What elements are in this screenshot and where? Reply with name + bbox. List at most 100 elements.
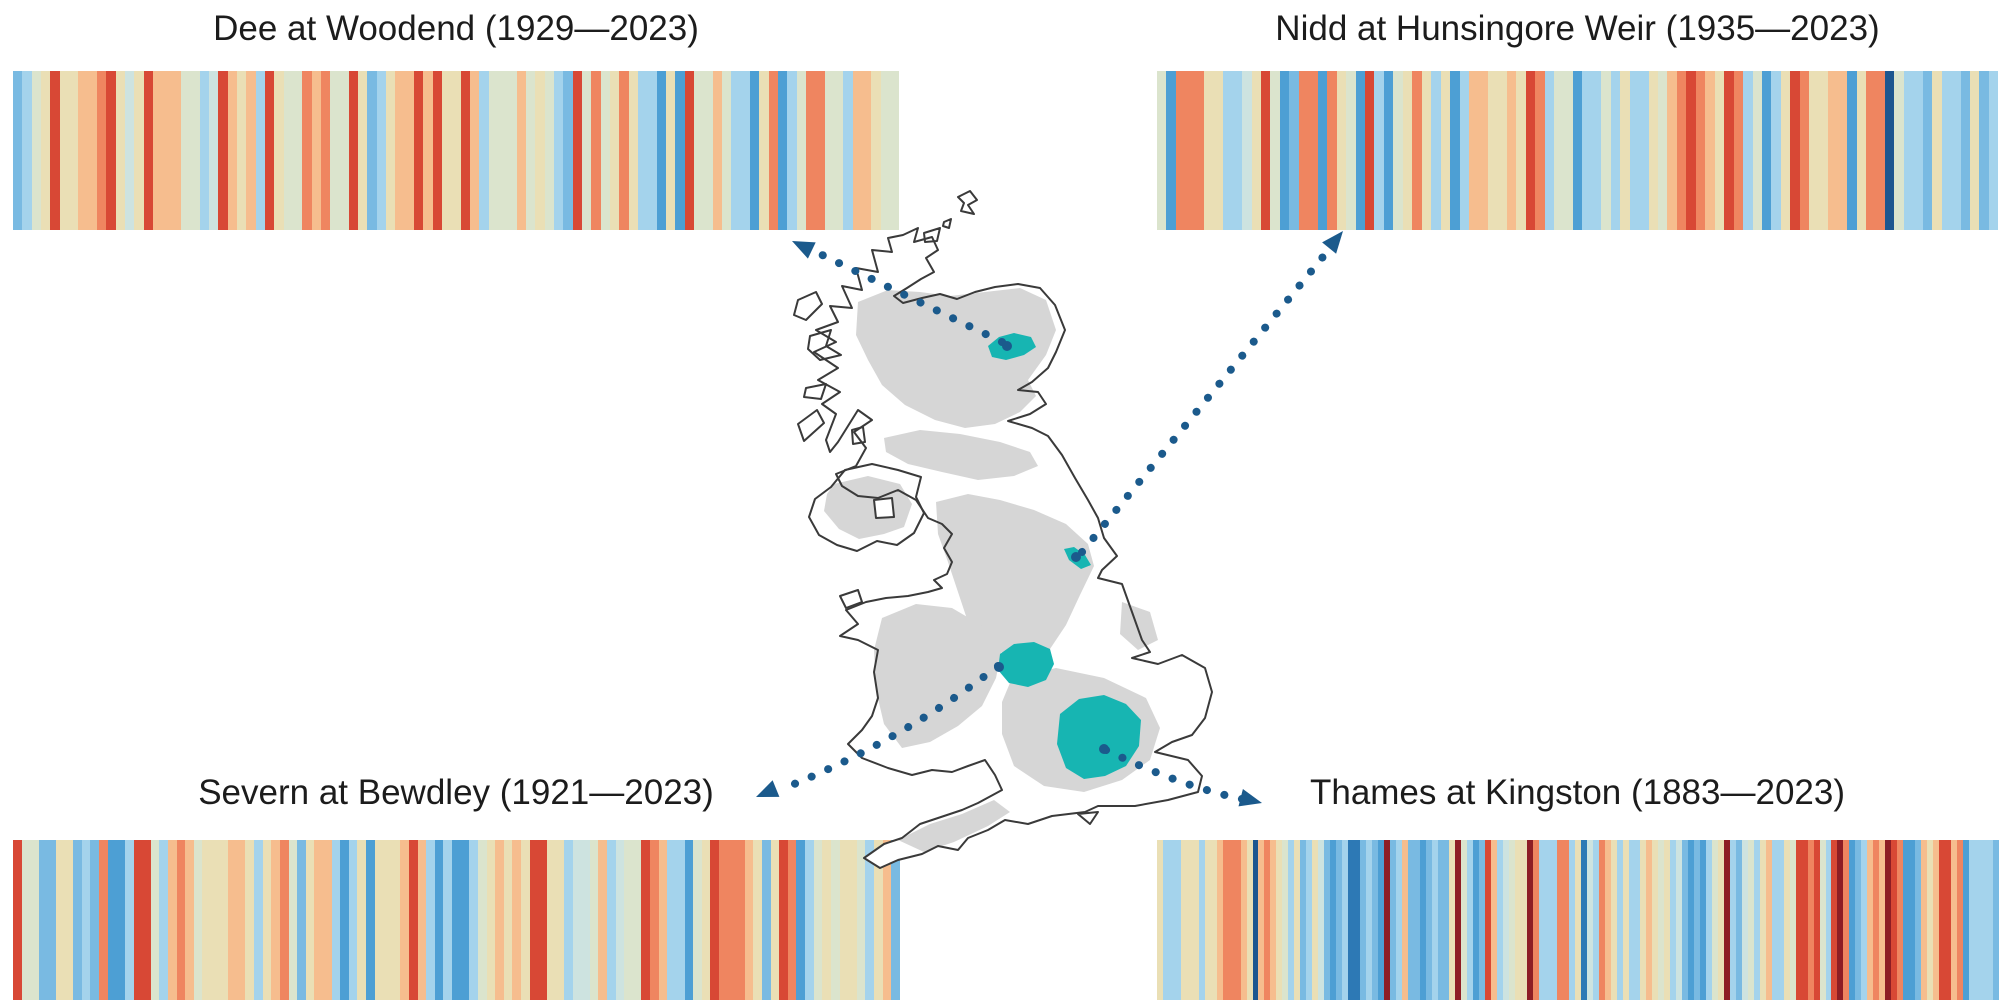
year-stripe <box>507 71 517 230</box>
year-stripe <box>339 71 349 230</box>
year-stripe <box>470 71 480 230</box>
year-stripe <box>1809 71 1819 230</box>
year-stripe <box>1670 840 1677 1000</box>
year-stripe <box>274 71 284 230</box>
year-stripe <box>1813 840 1820 1000</box>
gauge-dot-severn <box>994 662 1004 672</box>
year-stripe <box>152 71 163 230</box>
year-stripe <box>581 840 590 1000</box>
year-stripe <box>1759 840 1766 1000</box>
year-stripe <box>1705 71 1715 230</box>
arrowhead-nidd <box>1322 231 1343 254</box>
upland-southern-scotland <box>884 430 1038 480</box>
year-stripe <box>1258 840 1265 1000</box>
year-stripe <box>1712 840 1719 1000</box>
year-stripe <box>330 71 340 230</box>
year-stripe <box>555 840 564 1000</box>
year-stripe <box>1667 71 1677 230</box>
year-stripe <box>106 71 116 230</box>
year-stripe <box>460 840 470 1000</box>
year-stripe <box>159 840 168 1000</box>
year-stripe <box>1228 840 1235 1000</box>
stripe-chart-thames <box>1157 840 1999 1000</box>
year-stripe <box>1437 840 1444 1000</box>
year-stripe <box>637 71 648 230</box>
stripe-chart-dee <box>13 71 900 230</box>
year-stripe <box>624 840 633 1000</box>
year-stripe <box>1157 71 1167 230</box>
year-stripe <box>615 840 625 1000</box>
year-stripe <box>314 840 323 1000</box>
year-stripe <box>1389 840 1396 1000</box>
year-stripe <box>544 71 555 230</box>
year-stripe <box>1194 71 1205 230</box>
year-stripe <box>1950 840 1957 1000</box>
year-stripe <box>1861 840 1868 1000</box>
year-stripe <box>358 71 368 230</box>
year-stripe <box>1648 71 1659 230</box>
year-stripe <box>1646 840 1653 1000</box>
year-stripe <box>1941 71 1952 230</box>
year-stripe <box>1562 840 1569 1000</box>
year-stripe <box>891 840 900 1000</box>
year-stripe <box>167 840 177 1000</box>
year-stripe <box>400 840 410 1000</box>
year-stripe <box>1157 840 1163 1000</box>
year-stripe <box>1700 840 1707 1000</box>
year-stripe <box>1913 71 1923 230</box>
year-stripe <box>348 71 359 230</box>
year-stripe <box>498 71 508 230</box>
year-stripe <box>1652 840 1659 1000</box>
year-stripe <box>357 840 366 1000</box>
year-stripe <box>495 840 504 1000</box>
year-stripe <box>1676 71 1687 230</box>
year-stripe <box>1771 840 1778 1000</box>
year-stripe <box>13 71 23 230</box>
year-stripe <box>830 840 840 1000</box>
year-stripe <box>414 71 424 230</box>
year-stripe <box>740 71 750 230</box>
year-stripe <box>1455 840 1462 1000</box>
year-stripe <box>87 71 97 230</box>
year-stripe <box>365 840 375 1000</box>
year-stripe <box>796 840 806 1000</box>
year-stripe <box>1762 71 1772 230</box>
year-stripe <box>1629 71 1640 230</box>
year-stripe <box>1572 71 1583 230</box>
year-stripe <box>1956 840 1963 1000</box>
year-stripe <box>1251 71 1261 230</box>
year-stripe <box>1213 71 1224 230</box>
year-stripe <box>1412 71 1422 230</box>
year-stripe <box>848 840 857 1000</box>
year-stripe <box>81 840 91 1000</box>
upland-wales <box>874 604 1002 748</box>
year-stripe <box>1234 840 1241 1000</box>
year-stripe <box>142 840 151 1000</box>
year-stripe <box>554 71 564 230</box>
year-stripe <box>731 71 741 230</box>
year-stripe <box>1324 840 1331 1000</box>
year-stripe <box>1516 71 1526 230</box>
year-stripe <box>1682 840 1689 1000</box>
year-stripe <box>1960 71 1970 230</box>
year-stripe <box>1601 71 1611 230</box>
year-stripe <box>1346 71 1356 230</box>
year-stripe <box>861 71 872 230</box>
year-stripe <box>1185 71 1195 230</box>
year-stripe <box>423 71 433 230</box>
year-stripe <box>271 840 280 1000</box>
year-stripe <box>873 840 883 1000</box>
year-stripe <box>675 840 685 1000</box>
year-stripe <box>297 840 306 1000</box>
year-stripe <box>749 71 760 230</box>
year-stripe <box>1467 840 1474 1000</box>
year-stripe <box>1506 71 1517 230</box>
year-stripe <box>1336 71 1347 230</box>
gauge-dot-dee <box>1002 341 1012 351</box>
year-stripe <box>1894 71 1904 230</box>
year-stripe <box>600 71 610 230</box>
year-stripe <box>675 71 685 230</box>
year-stripe <box>1216 840 1223 1000</box>
year-stripe <box>796 71 806 230</box>
